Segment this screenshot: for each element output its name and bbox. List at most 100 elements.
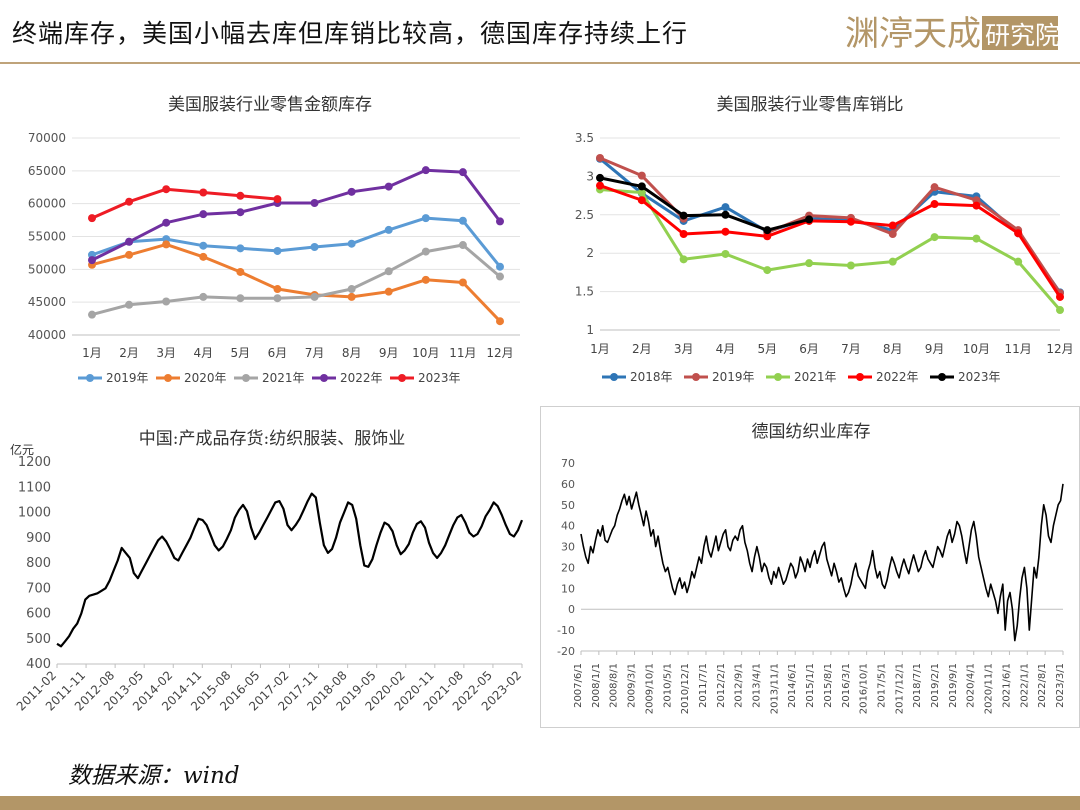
x-tick-label: 2008/8/1 — [609, 663, 620, 708]
data-point — [972, 201, 981, 210]
y-tick-label: -20 — [557, 645, 575, 658]
logo: 渊渟天成 研究院 — [845, 14, 1060, 54]
x-tick-label: 2020/4/1 — [966, 663, 977, 708]
x-tick-label: 11月 — [1005, 342, 1032, 356]
x-tick-label: 12月 — [486, 346, 513, 360]
series-line — [91, 187, 278, 220]
legend-marker — [856, 373, 864, 381]
page-title: 终端库存，美国小幅去库但库销比较高，德国库存持续上行 — [12, 19, 689, 48]
data-point — [458, 168, 467, 177]
data-point — [496, 317, 504, 326]
y-tick-label: 70000 — [28, 131, 66, 145]
x-tick-label: 7月 — [305, 346, 325, 360]
data-point — [125, 250, 134, 259]
chart-title: 德国纺织业库存 — [752, 422, 871, 442]
data-point — [637, 188, 646, 197]
chart-us-inventory: 美国服装行业零售金额库存 40000 45000 50000 55000 60000 650… — [28, 95, 520, 385]
data-point — [721, 249, 730, 258]
data-point — [930, 200, 939, 209]
x-tick-label: 2017/5/1 — [876, 663, 887, 708]
header-divider — [0, 62, 1080, 64]
y-tick-label: 40000 — [28, 328, 66, 342]
legend-label: 2021年 — [262, 371, 305, 385]
series-line — [91, 168, 502, 262]
x-tick-label: 1月 — [82, 346, 102, 360]
x-tick-label: 2020/11/1 — [984, 663, 995, 714]
x-tick-label: 8月 — [883, 342, 903, 356]
data-point — [199, 241, 208, 250]
x-tick-label: 1月 — [590, 342, 610, 356]
series-line — [91, 243, 501, 317]
y-tick-label: 50 — [561, 499, 575, 512]
chart-title: 美国服装行业零售金额库存 — [168, 95, 372, 115]
data-point — [458, 216, 467, 225]
y-tick-label: 1100 — [18, 480, 51, 495]
data-point — [236, 244, 245, 253]
y-tick-label: 40 — [561, 520, 575, 533]
chart-us-inventory-sales-ratio: 美国服装行业零售库销比 1 1.5 2 2.5 3 3.5 1月 2月 3月 4月 5月 6月 7月 8月 9… — [575, 95, 1074, 384]
y-tick-label: 1200 — [18, 455, 51, 470]
data-point — [805, 215, 814, 224]
data-point — [496, 262, 504, 271]
data-point — [236, 191, 245, 200]
y-tick-label: 45000 — [28, 295, 66, 309]
data-point — [125, 197, 134, 206]
data-source: 数据来源：wind — [68, 763, 240, 789]
data-point — [596, 173, 604, 182]
x-tick-label: 2021/6/1 — [1001, 663, 1012, 708]
x-tick-label: 6月 — [799, 342, 819, 356]
logo-text-right: 研究院 — [985, 21, 1060, 50]
y-tick-label: 3.5 — [575, 131, 594, 145]
legend-label: 2018年 — [630, 370, 673, 384]
data-point — [458, 241, 467, 250]
legend-marker — [610, 373, 618, 381]
x-tick-label: 2009/10/1 — [644, 663, 655, 714]
data-point — [421, 214, 430, 223]
x-tick-label: 2008/1/1 — [591, 663, 602, 708]
data-point — [496, 272, 504, 281]
data-point — [846, 261, 855, 270]
x-tick-label: 2022/1/1 — [1019, 663, 1030, 708]
series-line — [599, 157, 1062, 294]
x-tick-label: 4月 — [716, 342, 736, 356]
x-tick-label: 2010/12/1 — [680, 663, 691, 714]
legend-label: 2019年 — [712, 370, 755, 384]
legend-marker — [398, 374, 406, 382]
data-point — [310, 199, 319, 208]
data-point — [199, 188, 208, 197]
chart-de-textile-inventory: 德国纺织业库存 -20 -10 0 10 20 30 40 50 60 70 2007/6/1 2008… — [557, 422, 1066, 714]
x-tick-label: 2016/3/1 — [841, 663, 852, 708]
x-tick-label: 2015/8/1 — [823, 663, 834, 708]
y-tick-label: 900 — [26, 531, 51, 546]
data-point — [384, 182, 393, 191]
data-point — [846, 217, 855, 226]
data-point — [384, 287, 393, 296]
data-point — [199, 210, 208, 219]
data-point — [930, 233, 939, 242]
data-point — [273, 246, 282, 255]
data-point — [347, 292, 356, 301]
data-point — [679, 255, 688, 264]
data-point — [421, 247, 430, 256]
data-point — [679, 230, 688, 238]
data-point — [384, 225, 393, 234]
data-point — [88, 214, 96, 223]
x-tick-label: 9月 — [379, 346, 399, 360]
legend-label: 2023年 — [958, 370, 1001, 384]
series-line — [580, 483, 1064, 642]
data-point — [721, 227, 730, 236]
series-line — [599, 188, 1062, 311]
data-point — [162, 240, 171, 249]
y-tick-label: 700 — [26, 581, 51, 596]
x-tick-label: 2023/3/1 — [1055, 663, 1066, 708]
y-tick-label: 1 — [586, 323, 594, 337]
data-point — [125, 300, 134, 309]
data-point — [888, 230, 897, 238]
x-tick-label: 4月 — [193, 346, 213, 360]
x-tick-label: 2015/1/1 — [805, 663, 816, 708]
data-point — [162, 297, 171, 306]
y-tick-label: 10 — [561, 582, 575, 595]
legend-marker — [692, 373, 700, 381]
x-tick-label: 2019/2/1 — [930, 663, 941, 708]
data-point — [721, 203, 730, 212]
